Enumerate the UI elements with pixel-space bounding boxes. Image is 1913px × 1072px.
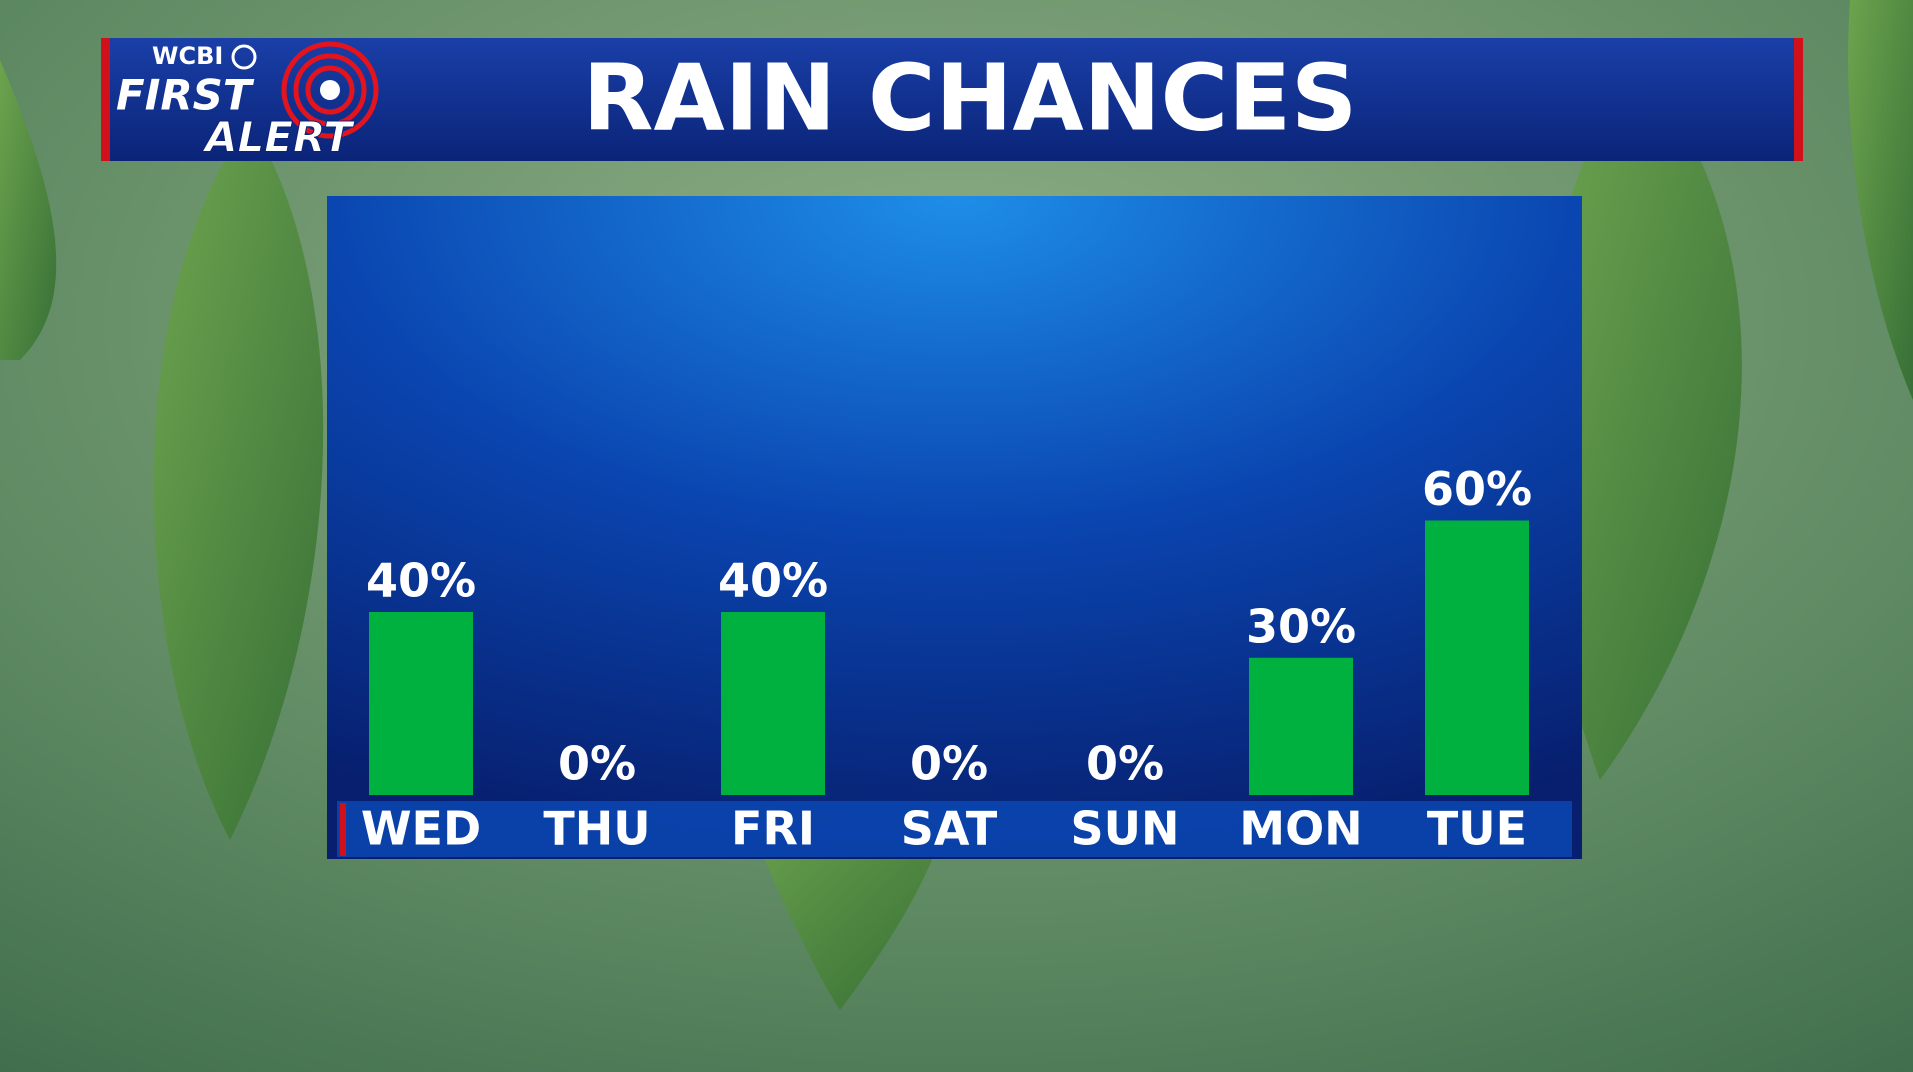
value-label: 0% xyxy=(558,737,636,791)
network-eye xyxy=(231,44,257,70)
x-tick-label: SUN xyxy=(1071,802,1180,856)
logo-station: WCBI xyxy=(152,42,223,70)
value-label: 40% xyxy=(718,554,828,608)
bar xyxy=(1425,520,1529,795)
value-label: 30% xyxy=(1246,599,1356,653)
value-label: 60% xyxy=(1422,462,1532,516)
value-label: 0% xyxy=(1086,737,1164,791)
day-strip-marker xyxy=(340,803,346,856)
x-tick-label: SAT xyxy=(901,802,998,856)
value-label: 40% xyxy=(366,554,476,608)
day-strip xyxy=(337,801,1572,857)
x-tick-label: WED xyxy=(361,802,481,856)
chart-title: RAIN CHANCES xyxy=(583,44,1358,151)
logo-radar xyxy=(281,41,379,139)
plot: WED 40% THU 0% FRI 40% SAT 0% SUN 0% MON 30% TUE 60% xyxy=(361,462,1532,856)
x-tick-label: FRI xyxy=(731,802,815,856)
bar xyxy=(1249,657,1353,795)
header-bar xyxy=(101,38,1803,161)
x-tick-label: TUE xyxy=(1427,802,1527,856)
x-tick-label: THU xyxy=(543,802,650,856)
bar xyxy=(721,612,825,795)
x-tick-label: MON xyxy=(1239,802,1362,856)
chart-panel xyxy=(327,196,1582,859)
logo-line1: FIRST xyxy=(116,71,255,120)
value-label: 0% xyxy=(910,737,988,791)
logo-line2: ALERT xyxy=(202,113,355,162)
header-edge xyxy=(101,38,110,161)
header-edge xyxy=(1794,38,1803,161)
bar xyxy=(369,612,473,795)
